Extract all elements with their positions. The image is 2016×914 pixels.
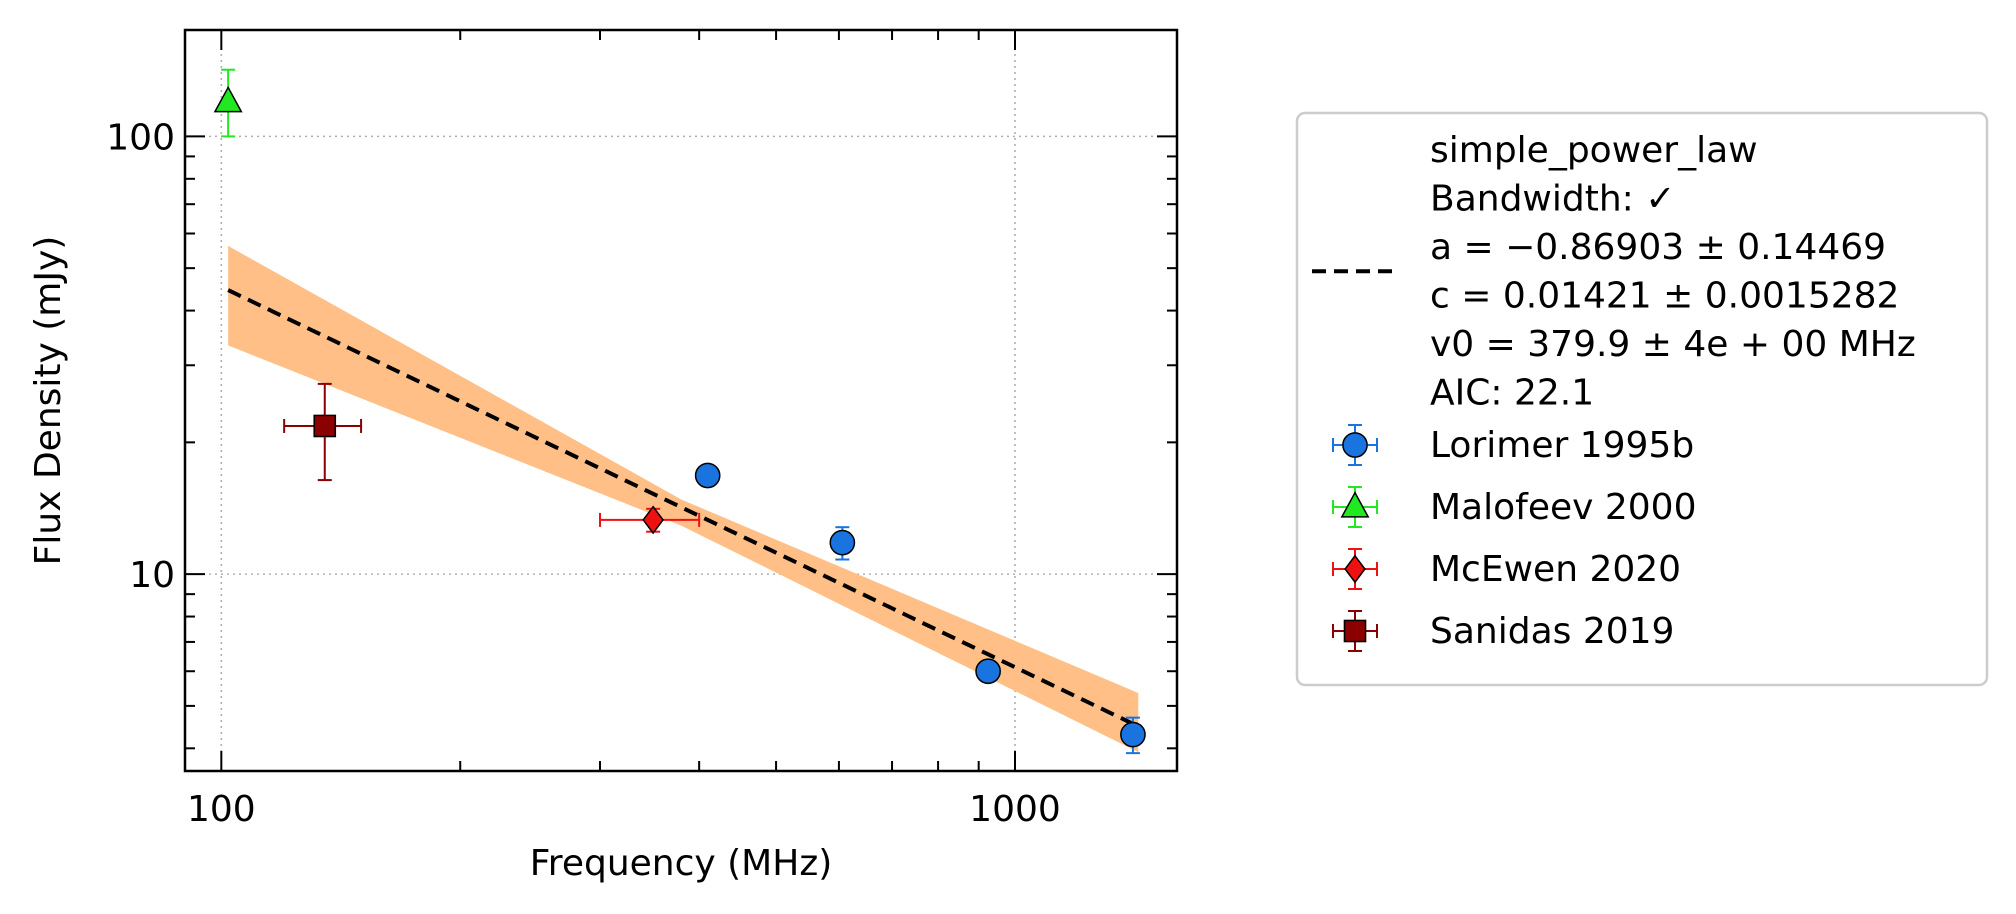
fit-uncertainty-band <box>228 245 1139 753</box>
x-tick-label: 100 <box>187 789 256 830</box>
marker-diamond <box>642 505 664 535</box>
y-tick-label: 10 <box>129 555 175 596</box>
plot-area-frame <box>183 28 1179 773</box>
marker-circle <box>975 658 1001 685</box>
legend-entry: Sanidas 2019 <box>1332 610 1674 652</box>
fit-line <box>227 288 1140 729</box>
data-point <box>598 505 701 535</box>
legend-series-label: Lorimer 1995b <box>1430 425 1694 466</box>
legend: simple_power_law Bandwidth: ✓ a = −0.86903… <box>1295 111 1989 687</box>
legend-fit-text: Bandwidth: ✓ <box>1430 179 1675 220</box>
y-axis-label: Flux Density (mJy) <box>28 236 69 566</box>
marker-circle <box>829 529 856 556</box>
x-tick-label: 1000 <box>969 789 1061 830</box>
legend-marker-triangle <box>1340 491 1370 518</box>
legend-entry: McEwen 2020 <box>1332 548 1681 590</box>
legend-entry: Lorimer 1995b <box>1332 424 1694 466</box>
legend-marker-square <box>1343 619 1367 643</box>
data-point <box>694 462 721 489</box>
fit-uncertainty-band-group <box>228 245 1139 753</box>
x-axis-label: Frequency (MHz) <box>530 843 833 884</box>
legend-fit-text: c = 0.01421 ± 0.0015282 <box>1430 276 1899 317</box>
data-point <box>1120 716 1146 755</box>
data-point <box>213 68 243 138</box>
legend-series-label: Malofeev 2000 <box>1430 487 1696 528</box>
legend-marker-diamond <box>1344 554 1366 584</box>
legend-series-label: McEwen 2020 <box>1430 549 1681 590</box>
legend-box <box>1295 111 1989 687</box>
legend-fit-text: AIC: 22.1 <box>1430 373 1594 414</box>
marker-square <box>313 414 337 438</box>
y-tick-label: 100 <box>106 117 175 158</box>
marker-triangle <box>213 85 243 113</box>
data-point <box>283 382 363 482</box>
legend-series-label: Sanidas 2019 <box>1430 611 1674 652</box>
legend-fit-text: v0 = 379.9 ± 4e + 00 MHz <box>1430 324 1916 365</box>
legend-entry: Malofeev 2000 <box>1332 486 1696 528</box>
axis-ticks: 100 1000 10 100 <box>106 30 1177 830</box>
legend-marker-circle <box>1342 432 1368 458</box>
data-point <box>829 526 856 561</box>
fit-line-group <box>227 288 1140 729</box>
marker-circle <box>694 462 721 489</box>
legend-fit-text: simple_power_law <box>1430 130 1758 171</box>
data-points-group <box>213 68 1146 755</box>
legend-fit-text: a = −0.86903 ± 0.14469 <box>1430 227 1886 268</box>
marker-circle <box>1120 721 1146 748</box>
data-point <box>975 658 1001 685</box>
